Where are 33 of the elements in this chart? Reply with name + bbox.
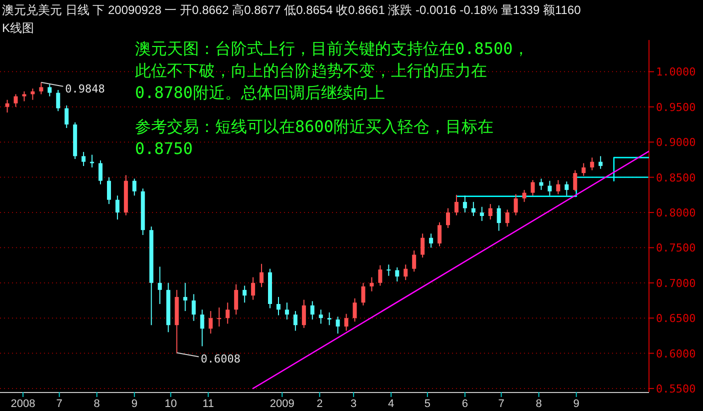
annotation: 参考交易：短线可以在8600附近买入轻仓，目标在0.8750 — [135, 117, 494, 158]
y-tick-label: 0.7000 — [656, 276, 696, 290]
x-tick-label: 2008 — [10, 398, 36, 410]
x-tick-label: 7 — [498, 398, 504, 410]
x-tick-label: 9 — [573, 398, 580, 410]
chart-subtitle: K线图 — [2, 21, 34, 35]
y-tick-label: 0.9500 — [656, 100, 696, 114]
x-tick-label: 6 — [462, 398, 468, 410]
y-tick-label: 0.7500 — [656, 242, 696, 255]
annotation: 0.6008 — [200, 352, 241, 366]
chart-title: 澳元兑美元 日线 下 20090928 一 开0.8662 高0.8677 低0.8654 收0.8661 涨跌 -0.0016 -0.18% 量1339 额1160 — [2, 3, 582, 17]
y-tick-label: 0.6000 — [656, 347, 696, 360]
x-tick-label: 3 — [350, 398, 357, 410]
annotation: 0.9848 — [40, 82, 105, 96]
y-tick-label: 0.6500 — [656, 312, 696, 326]
x-tick-label: 8 — [94, 398, 100, 410]
annotation: 澳元天图：台阶式上行，目前关键的支持位在0.8500，此位不下破，向上的台阶趋势不变，上行的压力在0.8780附近。总体回调后继续向上 — [135, 39, 529, 102]
x-tick-label: 5 — [424, 398, 430, 410]
y-tick-label: 1.0000 — [656, 66, 696, 79]
x-tick-label: 10 — [164, 398, 177, 410]
x-tick-label: 4 — [388, 398, 394, 410]
y-tick-label: 0.8000 — [656, 206, 696, 220]
y-tick-label: 0.8500 — [656, 171, 696, 184]
x-tick-label: 2009 — [270, 398, 294, 410]
x-tick-label: 8 — [536, 398, 542, 410]
annotation: 0.6008 — [176, 352, 241, 366]
y-tick-label: 0.5500 — [656, 382, 696, 396]
x-tick-label: 11 — [202, 398, 214, 410]
x-tick-label: 2 — [316, 398, 323, 410]
x-tick-label: 7 — [56, 398, 62, 410]
annotation: 0.9848 — [65, 82, 105, 96]
y-tick-label: 0.9000 — [656, 136, 696, 150]
x-tick-label: 9 — [131, 398, 138, 410]
